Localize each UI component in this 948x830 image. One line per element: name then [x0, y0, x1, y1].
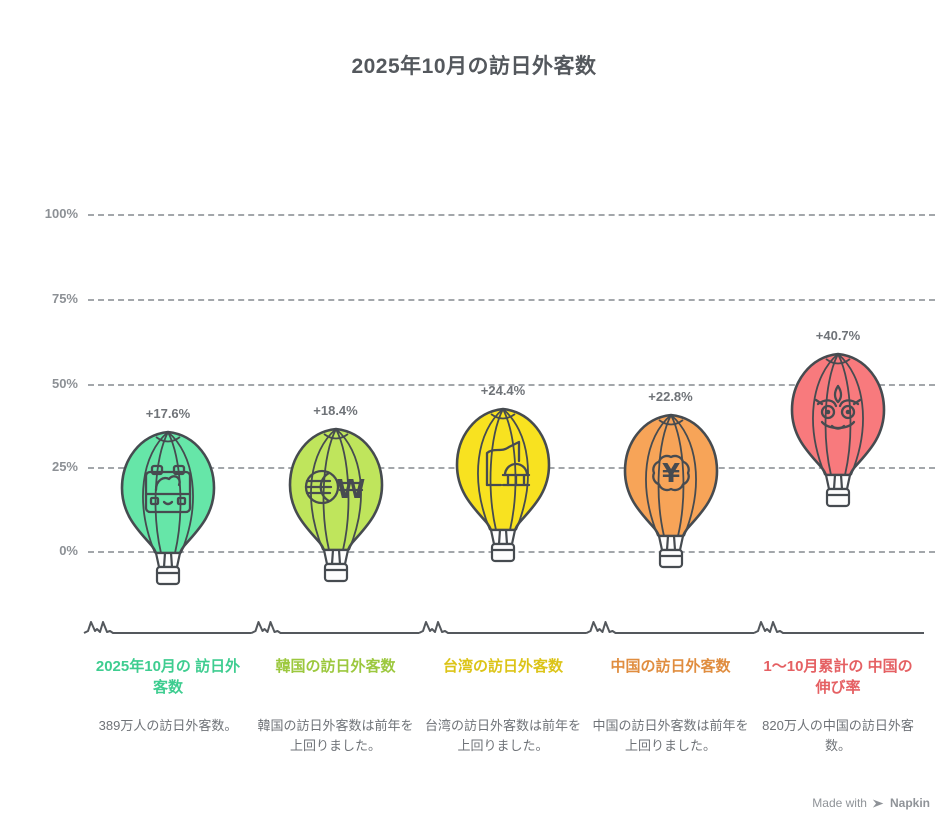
col-description: 韓国の訪日外客数は前年を上回りました。 [257, 718, 414, 753]
y-tick-25: 25% [51, 459, 78, 474]
balloon-group: +24.4% [441, 383, 565, 569]
balloon-graphic [120, 430, 216, 586]
y-tick-100: 100% [44, 206, 78, 221]
globe-won-icon: W [304, 470, 365, 505]
map-landmark-icon [485, 441, 531, 487]
balloon-group: +40.7% [776, 328, 900, 514]
lion-mask-icon [814, 385, 862, 430]
svg-text:¥: ¥ [661, 459, 679, 489]
y-tick-50: 50% [51, 376, 78, 391]
page-title: 2025年10月の訪日外客数 [351, 55, 597, 78]
balloon-graphic: ¥ [623, 413, 718, 568]
baseline-squiggle [83, 621, 924, 634]
label-col: 韓国の訪日外客数 韓国の訪日外客数は前年を上回りました。 [258, 656, 414, 755]
napkin-pen-icon [872, 798, 884, 808]
balloon-graphic [790, 353, 886, 508]
value-label: +40.7% [815, 328, 861, 344]
y-tick-0: 0% [59, 543, 78, 558]
value-label: +24.4% [480, 383, 526, 399]
watermark-brand: Napkin [889, 796, 930, 810]
svg-text:W: W [336, 475, 365, 505]
balloon-group: +17.6% [106, 406, 230, 592]
col-heading: 韓国の訪日外客数 [275, 658, 396, 675]
label-col: 2025年10月の 訪日外客数 389万人の訪日外客数。 [90, 656, 246, 736]
label-col: 中国の訪日外客数 中国の訪日外客数は前年を上回りました。 [593, 656, 749, 755]
label-col: 1〜10月累計の 中国の伸び率 820万人の中国の訪日外客数。 [760, 656, 916, 755]
napkin-watermark[interactable]: Made with Napkin [812, 796, 930, 810]
balloon-group: +22.8% ¥ [609, 389, 733, 575]
gridline-100 [88, 214, 935, 216]
col-heading: 1〜10月累計の 中国の伸び率 [763, 658, 913, 696]
col-heading: 中国の訪日外客数 [610, 658, 731, 675]
col-description: 389万人の訪日外客数。 [98, 718, 238, 733]
label-col: 台湾の訪日外客数 台湾の訪日外客数は前年を上回りました。 [425, 656, 581, 755]
gridline-75 [88, 299, 935, 301]
value-label: +17.6% [145, 406, 191, 422]
flower-yen-icon: ¥ [651, 454, 690, 491]
value-label: +22.8% [648, 388, 693, 404]
col-description: 中国の訪日外客数は前年を上回りました。 [592, 718, 749, 753]
col-description: 820万人の中国の訪日外客数。 [762, 718, 914, 753]
suitcase-icon [144, 465, 192, 514]
value-label: +18.4% [313, 403, 358, 419]
y-tick-75: 75% [51, 291, 78, 306]
col-heading: 台湾の訪日外客数 [442, 658, 563, 675]
col-description: 台湾の訪日外客数は前年を上回りました。 [425, 718, 582, 753]
balloon-graphic [455, 407, 551, 563]
watermark-prefix: Made with [812, 796, 867, 810]
balloon-group: +18.4% W [274, 403, 398, 589]
gridline-50 [88, 384, 935, 386]
col-heading: 2025年10月の 訪日外客数 [95, 658, 241, 696]
balloon-graphic: W [288, 428, 383, 583]
